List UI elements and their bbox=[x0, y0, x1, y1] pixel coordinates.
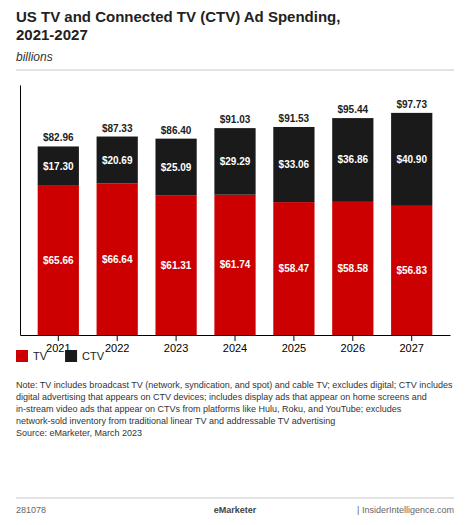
data-label: $61.74 bbox=[220, 259, 251, 270]
bar bbox=[391, 206, 432, 335]
data-label: $33.06 bbox=[279, 159, 310, 170]
total-label: $91.03 bbox=[220, 114, 251, 125]
x-tick: 2022 bbox=[105, 335, 129, 354]
y-axis-line bbox=[20, 86, 21, 336]
data-label: $56.83 bbox=[396, 265, 427, 276]
bar bbox=[38, 146, 79, 185]
bars bbox=[38, 113, 433, 335]
x-tick-mark bbox=[58, 335, 59, 341]
total-label: $82.96 bbox=[43, 132, 74, 143]
x-tick-label: 2025 bbox=[282, 342, 306, 354]
total-label: $87.33 bbox=[102, 123, 133, 134]
x-tick-mark bbox=[235, 335, 236, 341]
subtitle: billions bbox=[16, 50, 53, 64]
total-label: $86.40 bbox=[161, 125, 192, 136]
x-tick: 2023 bbox=[164, 335, 188, 354]
x-tick-label: 2023 bbox=[164, 342, 188, 354]
x-tick-mark bbox=[176, 335, 177, 341]
data-label: $29.29 bbox=[220, 156, 251, 167]
legend-swatch bbox=[65, 350, 77, 362]
total-labels: $82.96 $87.33 $86.40 $91.03 $91.53 $95.44 $97.… bbox=[43, 99, 427, 144]
x-tick: 2024 bbox=[223, 335, 247, 354]
footer-left: 281078 bbox=[16, 505, 46, 515]
y-axis bbox=[20, 86, 21, 336]
legend-label: CTV bbox=[82, 350, 105, 362]
data-label: $65.66 bbox=[43, 255, 74, 266]
bar bbox=[273, 202, 314, 335]
x-tick-mark bbox=[352, 335, 353, 341]
legend: TV CTV bbox=[16, 350, 105, 362]
bar bbox=[214, 128, 255, 195]
data-label: $17.30 bbox=[43, 161, 74, 172]
data-label: $40.90 bbox=[396, 154, 427, 165]
rule bbox=[16, 498, 454, 499]
bar bbox=[273, 127, 314, 202]
x-tick-label: 2027 bbox=[399, 342, 423, 354]
x-tick-label: 2022 bbox=[105, 342, 129, 354]
footer-right: | InsiderIntelligence.com bbox=[357, 505, 454, 515]
data-label: $66.64 bbox=[102, 254, 133, 265]
data-label: $20.69 bbox=[102, 155, 133, 166]
bar bbox=[38, 186, 79, 335]
bar bbox=[155, 196, 196, 335]
bar bbox=[391, 113, 432, 206]
data-label: $58.47 bbox=[279, 263, 310, 274]
legend-item: TV bbox=[16, 350, 48, 362]
x-tick-mark bbox=[117, 335, 118, 341]
x-tick-mark bbox=[293, 335, 294, 341]
bar bbox=[97, 184, 138, 335]
title: US TV and Connected TV (CTV) Ad Spending… bbox=[16, 8, 340, 43]
bar bbox=[155, 139, 196, 196]
bar bbox=[332, 202, 373, 335]
data-label: $58.58 bbox=[338, 263, 369, 274]
legend-item: CTV bbox=[65, 350, 105, 362]
legend-swatch bbox=[16, 350, 28, 362]
data-label: $36.86 bbox=[338, 154, 369, 165]
x-tick-mark bbox=[411, 335, 412, 341]
bar bbox=[332, 118, 373, 202]
data-label: $25.09 bbox=[161, 162, 192, 173]
total-label: $95.44 bbox=[338, 104, 369, 115]
x-tick-label: 2024 bbox=[223, 342, 247, 354]
data-labels: $65.66 $66.64 $61.31 $61.74 $58.47 $58.58 $56.… bbox=[43, 154, 427, 276]
x-tick: 2027 bbox=[399, 335, 423, 354]
total-label: $97.73 bbox=[396, 99, 427, 110]
total-label: $91.53 bbox=[279, 113, 310, 124]
legend-label: TV bbox=[33, 350, 48, 362]
data-label: $61.31 bbox=[161, 260, 192, 271]
bar bbox=[97, 137, 138, 184]
x-tick-label: 2026 bbox=[341, 342, 365, 354]
footer-center: eMarketer bbox=[214, 505, 257, 515]
x-tick: 2025 bbox=[282, 335, 306, 354]
chart: US TV and Connected TV (CTV) Ad Spending… bbox=[0, 0, 470, 525]
bar bbox=[214, 195, 255, 335]
x-tick: 2026 bbox=[341, 335, 365, 354]
note: Note: TV includes broadcast TV (network,… bbox=[16, 380, 453, 438]
rule bbox=[16, 70, 454, 71]
